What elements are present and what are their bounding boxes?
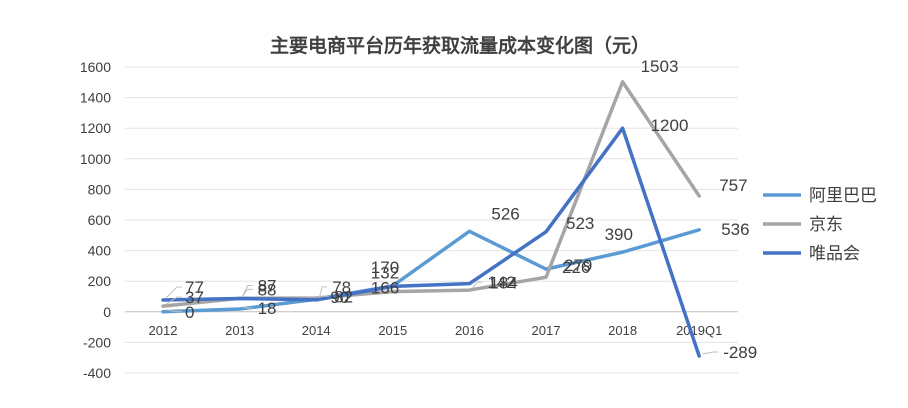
data-label: 77	[185, 278, 204, 297]
data-label: 757	[719, 176, 747, 195]
data-label-leader	[319, 295, 330, 298]
data-label: 184	[489, 274, 517, 293]
data-label: 1503	[641, 57, 679, 76]
data-label: 279	[564, 256, 592, 275]
series-line-2	[161, 126, 701, 358]
x-tick-label: 2015	[378, 323, 407, 338]
y-tick-label: 1600	[80, 59, 111, 75]
data-label: 88	[258, 280, 277, 299]
data-label: 526	[491, 204, 519, 223]
y-tick-label: 200	[88, 273, 112, 289]
data-label: 166	[371, 278, 399, 297]
x-tick-label: 2018	[608, 323, 637, 338]
y-tick-label: -200	[83, 334, 111, 350]
data-label-leader	[165, 296, 182, 305]
data-label: 0	[185, 303, 194, 322]
y-tick-label: 600	[88, 212, 112, 228]
data-label: 82	[334, 287, 353, 306]
y-tick-label: 800	[88, 181, 112, 197]
data-label: 170	[371, 258, 399, 277]
data-label: 37	[185, 288, 204, 307]
data-label: 132	[371, 264, 399, 283]
data-label-leader	[242, 284, 253, 297]
data-label: 536	[721, 220, 749, 239]
data-label-leader	[472, 281, 483, 289]
data-label-leader	[165, 286, 182, 299]
data-label: -289	[723, 343, 757, 362]
data-label: 390	[605, 225, 633, 244]
x-tick-label: 2014	[302, 323, 331, 338]
data-label-leader	[242, 306, 253, 309]
x-tick-label: 2012	[149, 323, 178, 338]
y-tick-label: 1400	[80, 90, 111, 106]
data-label: 1200	[651, 116, 689, 135]
series-line-0	[161, 228, 701, 314]
y-tick-label: 1200	[80, 120, 111, 136]
series-line-1	[161, 80, 701, 308]
data-label: 90	[330, 288, 349, 307]
data-label-leader	[318, 286, 328, 298]
legend-label: 唯品会	[809, 244, 860, 264]
data-label-leader	[165, 309, 182, 313]
x-tick-label: 2017	[532, 323, 561, 338]
y-tick-label: 0	[103, 304, 111, 320]
data-label: 18	[258, 299, 277, 318]
data-label-leader	[702, 351, 719, 355]
chart-title: 主要电商平台历年获取流量成本变化图（元）	[270, 34, 650, 57]
data-label: 523	[566, 214, 594, 233]
data-label: 142	[487, 273, 515, 292]
y-tick-label: -400	[83, 365, 111, 381]
legend-label: 京东	[809, 215, 843, 235]
x-tick-label: 2016	[455, 323, 484, 338]
x-tick-label: 2013	[225, 323, 254, 338]
data-label: 226	[562, 258, 590, 277]
data-label: 78	[332, 278, 351, 297]
data-label: 87	[258, 276, 277, 295]
legend-label: 阿里巴巴	[809, 186, 877, 206]
x-tick-label: 2019Q1	[676, 323, 722, 338]
y-tick-label: 1000	[80, 151, 111, 167]
y-tick-label: 400	[88, 243, 112, 259]
